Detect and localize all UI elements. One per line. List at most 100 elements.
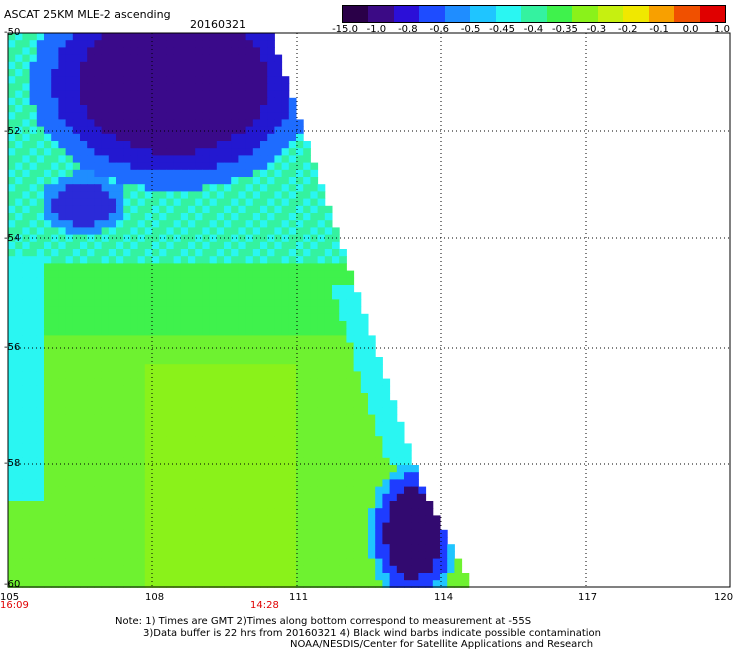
swath-cell xyxy=(288,328,297,336)
swath-cell xyxy=(267,479,275,488)
swath-cell xyxy=(195,90,203,99)
swath-cell xyxy=(152,349,160,358)
swath-cell xyxy=(310,529,319,538)
swath-cell xyxy=(15,213,23,221)
swath-cell xyxy=(72,119,81,128)
swath-cell xyxy=(360,364,369,372)
swath-cell xyxy=(324,429,333,437)
swath-cell xyxy=(267,241,275,250)
swath-cell xyxy=(267,270,275,279)
swath-cell xyxy=(137,184,146,192)
swath-cell xyxy=(8,47,16,56)
swath-cell xyxy=(166,169,175,178)
swath-cell xyxy=(44,465,52,473)
swath-cell xyxy=(353,558,362,567)
swath-cell xyxy=(29,213,38,221)
swath-cell xyxy=(116,263,124,272)
swath-cell xyxy=(173,292,182,300)
swath-cell xyxy=(123,328,131,336)
swath-cell xyxy=(137,33,146,41)
swath-cell xyxy=(310,241,319,250)
swath-cell xyxy=(166,299,175,308)
swath-cell xyxy=(87,537,95,545)
swath-cell xyxy=(195,537,203,545)
swath-cell xyxy=(152,436,160,444)
swath-cell xyxy=(101,508,110,516)
swath-cell xyxy=(267,97,275,106)
swath-cell xyxy=(375,421,383,430)
swath-cell xyxy=(80,54,88,63)
swath-cell xyxy=(245,162,254,171)
swath-cell xyxy=(238,393,247,401)
swath-cell xyxy=(260,407,268,416)
swath-cell xyxy=(29,270,38,279)
swath-cell xyxy=(130,313,139,322)
swath-cell xyxy=(353,349,362,358)
swath-cell xyxy=(51,472,59,480)
swath-cell xyxy=(80,522,88,531)
swath-cell xyxy=(123,249,131,257)
swath-cell xyxy=(130,385,139,394)
swath-cell xyxy=(231,155,239,164)
swath-cell xyxy=(267,213,275,221)
swath-cell xyxy=(8,292,16,300)
swath-cell xyxy=(360,565,369,574)
swath-cell xyxy=(432,544,441,552)
swath-cell xyxy=(209,270,218,279)
swath-cell xyxy=(101,69,110,77)
colorbar-segment xyxy=(674,6,700,22)
swath-cell xyxy=(159,335,167,344)
swath-cell xyxy=(252,529,261,538)
swath-cell xyxy=(303,522,311,531)
swath-cell xyxy=(8,69,16,77)
swath-cell xyxy=(339,400,347,408)
swath-cell xyxy=(310,385,319,394)
swath-cell xyxy=(238,162,247,171)
swath-cell xyxy=(44,205,52,214)
swath-cell xyxy=(404,479,412,488)
swath-cell xyxy=(224,371,232,380)
swath-cell xyxy=(152,443,160,452)
swath-cell xyxy=(396,551,405,560)
swath-cell xyxy=(260,335,268,344)
swath-cell xyxy=(166,69,175,77)
swath-cell xyxy=(274,364,283,372)
swath-cell xyxy=(281,220,290,228)
swath-cell xyxy=(180,47,189,56)
swath-cell xyxy=(144,450,153,459)
swath-cell xyxy=(180,119,189,128)
swath-cell xyxy=(324,349,333,358)
swath-cell xyxy=(144,321,153,329)
swath-cell xyxy=(152,486,160,495)
swath-cell xyxy=(368,393,376,401)
swath-cell xyxy=(274,465,283,473)
swath-cell xyxy=(260,256,268,264)
swath-cell xyxy=(281,213,290,221)
swath-cell xyxy=(94,83,103,92)
swath-cell xyxy=(296,472,304,480)
swath-cell xyxy=(8,105,16,113)
swath-cell xyxy=(252,126,261,135)
swath-cell xyxy=(245,40,254,48)
swath-cell xyxy=(152,493,160,502)
swath-cell xyxy=(188,69,196,77)
swath-cell xyxy=(116,54,124,63)
swath-cell xyxy=(29,177,38,185)
swath-cell xyxy=(159,299,167,308)
swath-cell xyxy=(245,335,254,344)
swath-cell xyxy=(418,551,427,560)
swath-cell xyxy=(425,537,434,545)
swath-cell xyxy=(238,342,247,351)
swath-cell xyxy=(137,486,146,495)
swath-cell xyxy=(58,313,67,322)
swath-cell xyxy=(44,544,52,552)
swath-cell xyxy=(260,141,268,149)
swath-cell xyxy=(159,205,167,214)
swath-cell xyxy=(274,551,283,560)
swath-cell xyxy=(144,443,153,452)
swath-cell xyxy=(80,141,88,149)
swath-cell xyxy=(382,493,391,502)
swath-cell xyxy=(202,162,211,171)
swath-cell xyxy=(288,393,297,401)
swath-cell xyxy=(368,537,376,545)
